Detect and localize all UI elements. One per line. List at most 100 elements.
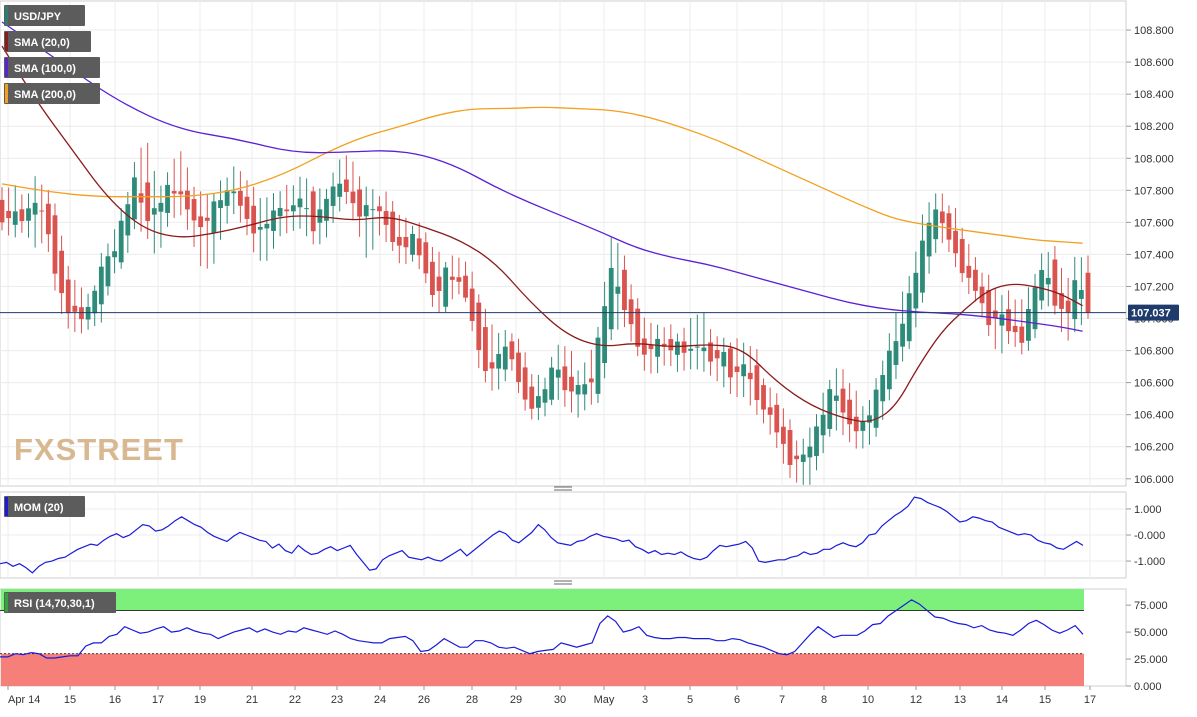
candle-body: [939, 211, 945, 224]
legend-label: USD/JPY: [14, 11, 62, 23]
candle-body: [185, 190, 190, 210]
candle-body: [79, 307, 84, 320]
x-tick-label: 22: [289, 694, 301, 706]
candle-body: [132, 177, 137, 220]
candle-body: [608, 267, 614, 330]
candle: [867, 399, 872, 445]
legend-entry[interactable]: SMA (100,0): [4, 57, 100, 78]
candle: [85, 293, 91, 330]
panel-resize-handle[interactable]: [554, 580, 572, 585]
rsi-legend[interactable]: RSI (14,70,30,1): [4, 592, 116, 613]
candle-body: [59, 250, 64, 294]
candle-body: [211, 201, 217, 234]
candle: [1039, 253, 1045, 310]
candle-body: [926, 222, 932, 257]
price-ytick-label: 108.000: [1134, 153, 1174, 165]
candle: [1026, 287, 1031, 351]
legend-entry[interactable]: SMA (200,0): [4, 83, 100, 104]
candle: [774, 393, 780, 448]
rsi-overbought-band: [1, 589, 1084, 611]
candle-body: [920, 240, 925, 293]
candle: [45, 189, 51, 252]
x-tick-label: 30: [554, 694, 566, 706]
candle-body: [377, 206, 382, 212]
candle-body: [158, 202, 164, 212]
candle: [827, 379, 833, 437]
candle: [436, 251, 442, 313]
candle-body: [867, 415, 872, 423]
candle-body: [290, 205, 296, 212]
price-ytick-label: 106.200: [1134, 442, 1174, 454]
candle: [973, 257, 978, 302]
x-tick-label: 7: [779, 694, 785, 706]
candle-body: [449, 276, 455, 280]
candle-body: [496, 353, 502, 369]
candle: [277, 191, 283, 237]
candle-body: [780, 426, 786, 444]
candle-body: [569, 376, 574, 392]
candle-body: [761, 385, 766, 410]
legend-label: SMA (100,0): [14, 63, 76, 75]
candle: [125, 191, 131, 253]
candle-body: [489, 362, 495, 369]
legend-swatch: [5, 6, 8, 25]
mom-legend[interactable]: MOM (20): [4, 496, 85, 517]
candle-body: [999, 314, 1005, 326]
candle: [701, 312, 707, 372]
price-ytick-label: 106.000: [1134, 474, 1174, 486]
candle: [761, 378, 766, 424]
candle: [377, 196, 382, 236]
candle: [754, 349, 760, 415]
candle-body: [343, 179, 349, 192]
candle: [886, 333, 892, 401]
x-tick-label: 16: [109, 694, 121, 706]
legend-entry[interactable]: SMA (20,0): [4, 31, 91, 52]
price-ytick-label: 106.600: [1134, 378, 1174, 390]
candle-body: [277, 207, 283, 217]
candle: [939, 193, 945, 244]
candle: [496, 332, 502, 390]
candle-body: [694, 346, 700, 348]
legend-label: SMA (20,0): [14, 37, 70, 49]
momentum-line: [0, 496, 1084, 574]
candle: [218, 180, 223, 240]
candle-body: [151, 208, 157, 215]
candle-body: [1078, 290, 1084, 299]
candle: [569, 350, 574, 413]
candle-body: [880, 375, 886, 402]
legend-swatch: [5, 593, 8, 612]
candle: [668, 324, 674, 366]
candle: [118, 208, 124, 269]
candle-body: [165, 184, 170, 213]
candle-body: [251, 205, 257, 234]
candle-body: [906, 293, 912, 342]
candle: [39, 184, 45, 244]
candle: [847, 383, 853, 443]
candle: [6, 187, 12, 236]
legend-entry[interactable]: USD/JPY: [4, 5, 85, 26]
rsi-ytick-label: 25.000: [1134, 654, 1168, 666]
candle-body: [244, 196, 250, 219]
candle-body: [853, 416, 859, 432]
candle-body: [257, 226, 263, 230]
sma200-line: [1, 106, 1083, 244]
candle-body: [893, 341, 899, 365]
panel-resize-handle[interactable]: [554, 486, 572, 491]
candle-body: [204, 217, 210, 221]
candle-body: [310, 191, 316, 232]
candle-body: [873, 389, 879, 428]
candle: [986, 274, 992, 336]
candle-body: [350, 191, 356, 204]
candle: [1078, 257, 1084, 326]
candle-body: [1065, 300, 1071, 313]
price-ytick-label: 107.400: [1134, 249, 1174, 261]
candle: [588, 349, 594, 405]
x-tick-label: 23: [331, 694, 343, 706]
candle: [403, 217, 409, 264]
candle-body: [125, 204, 131, 236]
candle-body: [542, 389, 548, 403]
candle: [185, 167, 190, 230]
candles-group: [0, 142, 1091, 485]
candle: [820, 392, 826, 454]
